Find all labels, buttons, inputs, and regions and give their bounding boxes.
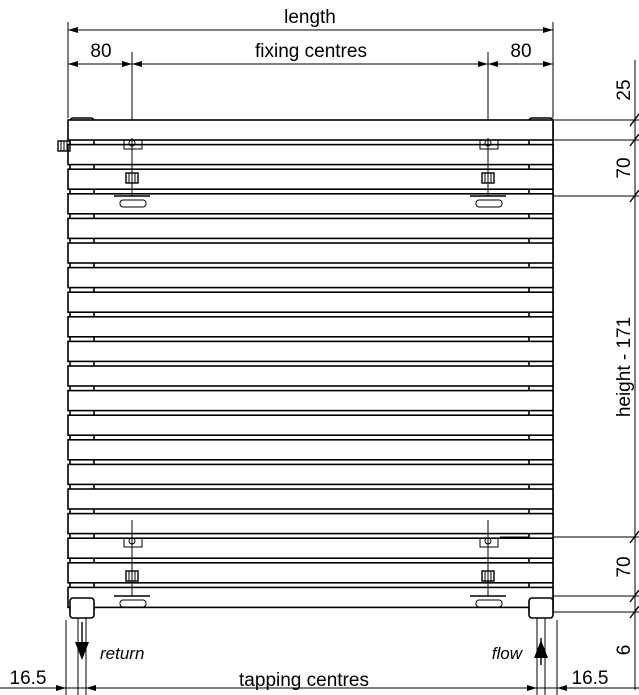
wall-brackets — [114, 138, 506, 608]
right-foot — [528, 597, 554, 619]
bottom-dimensions: return flow 16.5 tapping centres 16.5 — [0, 618, 639, 695]
top-offset-label: 25 — [614, 79, 635, 100]
flow-arrow-icon — [534, 640, 548, 658]
bracket-bottom-left-icon — [114, 520, 150, 608]
fixing-centres-label: fixing centres — [255, 41, 367, 62]
top-bracket-spacing-label: 70 — [614, 157, 635, 178]
length-label: length — [284, 7, 336, 28]
right-dimensions: 25 70 height - 171 70 6 — [500, 60, 639, 690]
bracket-bottom-right-icon — [470, 520, 506, 608]
radiator-bar — [67, 414, 554, 437]
return-label: return — [100, 644, 144, 663]
radiator-bar — [67, 389, 554, 412]
radiator-bar — [67, 168, 554, 190]
left-offset-label: 80 — [90, 41, 111, 62]
height-label: height - 171 — [614, 317, 635, 417]
bottom-offset-label: 6 — [614, 645, 635, 656]
right-tapping-offset-label: 16.5 — [572, 668, 609, 689]
bleed-valve-icon — [57, 140, 71, 152]
radiator-bar — [67, 463, 554, 486]
radiator-bar — [67, 119, 554, 141]
left-tapping-offset-label: 16.5 — [10, 668, 47, 689]
bracket-top-left-icon — [114, 138, 150, 208]
tapping-centres-label: tapping centres — [239, 670, 369, 691]
radiator-bar — [67, 586, 554, 609]
radiator-bar — [67, 217, 554, 240]
flow-label: flow — [492, 644, 524, 663]
top-dimensions: length 80 fixing centres 80 — [67, 7, 554, 145]
bottom-bracket-spacing-label: 70 — [614, 556, 635, 577]
radiator-bar — [67, 438, 554, 461]
left-foot — [69, 597, 95, 619]
radiator-bar — [67, 291, 554, 314]
radiator-bar — [67, 512, 554, 535]
radiator-bar — [67, 561, 554, 584]
return-arrow-icon — [75, 642, 89, 660]
radiator-bar — [67, 143, 554, 166]
radiator-bar — [67, 488, 554, 510]
radiator-bar — [67, 266, 554, 289]
radiator-bar — [67, 365, 554, 387]
radiator-bar — [67, 315, 554, 338]
right-offset-label: 80 — [510, 41, 531, 62]
horizontal-bars — [67, 119, 554, 609]
radiator — [57, 117, 554, 619]
radiator-bar — [67, 537, 554, 560]
radiator-bar — [67, 242, 554, 264]
bracket-top-right-icon — [470, 138, 506, 208]
radiator-bar — [67, 193, 554, 215]
radiator-bar — [67, 340, 554, 363]
